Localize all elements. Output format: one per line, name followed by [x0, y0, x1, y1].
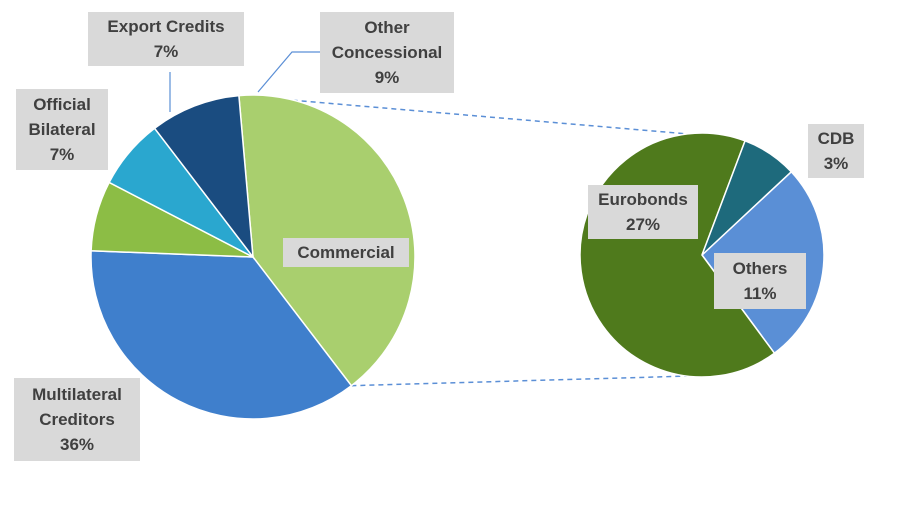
label-multilateral-creditors-value: 36% — [59, 435, 95, 454]
label-cdb-name: CDB — [817, 129, 855, 148]
label-others: Others 11% — [714, 253, 806, 309]
label-others-value: 11% — [743, 284, 777, 303]
connector-lines — [238, 94, 688, 387]
label-eurobonds-value: 27% — [625, 215, 661, 234]
label-multilateral-creditors: Multilateral Creditors 36% — [14, 378, 140, 461]
main-slice-multilateral-creditors — [90, 250, 353, 420]
label-cdb: CDB 3% — [808, 124, 864, 178]
label-commercial: Commercial — [283, 238, 409, 267]
label-eurobonds: Eurobonds 27% — [588, 185, 698, 239]
leader-lines — [169, 51, 320, 112]
label-export-credits-value: 7% — [153, 42, 179, 61]
leader-other-concessional — [257, 51, 320, 93]
label-eurobonds-name: Eurobonds — [598, 190, 688, 209]
label-multilateral-creditors-name: Multilateral Creditors — [32, 385, 122, 429]
label-official-bilateral: Official Bilateral 7% — [16, 89, 108, 170]
secondary-slice-cdb — [701, 139, 793, 256]
label-cdb-value: 3% — [823, 154, 849, 173]
label-official-bilateral-value: 7% — [49, 145, 75, 164]
connector-top — [238, 94, 688, 135]
label-others-name: Others — [732, 259, 788, 278]
main-slice-other-concessional — [153, 94, 254, 260]
label-commercial-name: Commercial — [297, 243, 395, 262]
connector-bottom — [351, 375, 688, 387]
label-other-concessional: Other Concessional 9% — [320, 12, 454, 93]
label-export-credits-name: Export Credits — [107, 17, 225, 36]
label-export-credits: Export Credits 7% — [88, 12, 244, 66]
label-official-bilateral-name: Official Bilateral — [28, 95, 96, 139]
label-other-concessional-name: Other Concessional — [331, 18, 443, 62]
label-other-concessional-value: 9% — [374, 68, 400, 87]
